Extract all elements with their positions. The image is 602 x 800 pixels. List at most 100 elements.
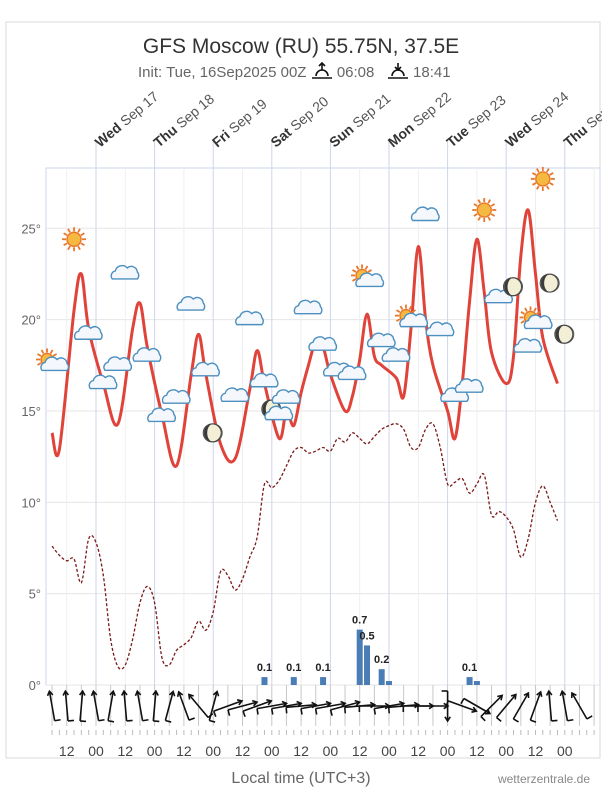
wind-arrow bbox=[208, 690, 220, 723]
sun-icon bbox=[530, 166, 555, 191]
wind-arrow bbox=[242, 699, 273, 718]
sunrise-time: 06:08 bbox=[336, 64, 375, 81]
x-tick-label: 12 bbox=[411, 743, 427, 759]
cloud-icon bbox=[132, 347, 162, 362]
x-tick-label: 00 bbox=[557, 743, 573, 759]
precip-label: 0.1 bbox=[462, 662, 477, 674]
cloud-icon bbox=[337, 365, 367, 381]
temperature-line bbox=[50, 208, 559, 468]
wind-arrow bbox=[107, 689, 116, 723]
precip-label: 0.5 bbox=[359, 630, 374, 642]
cloud-icon bbox=[513, 338, 543, 353]
precip-bar bbox=[378, 669, 385, 685]
x-tick-label: 12 bbox=[528, 743, 544, 759]
day-label: Sun Sep 21 bbox=[326, 90, 394, 150]
x-tick-label: 12 bbox=[293, 743, 309, 759]
wind-arrow bbox=[495, 693, 517, 722]
y-tick-label: 15° bbox=[21, 404, 41, 419]
sunset-time: 18:41 bbox=[413, 64, 451, 81]
precip-label: 0.1 bbox=[315, 662, 330, 674]
x-axis-title: Local time (UTC+3) bbox=[231, 770, 371, 787]
precip-bar bbox=[386, 681, 392, 685]
dewpoint-line bbox=[51, 422, 559, 670]
wind-arrow bbox=[314, 700, 347, 715]
cloud-icon bbox=[191, 361, 220, 377]
precip-bar bbox=[356, 629, 363, 685]
day-label: Mon Sep 22 bbox=[385, 88, 454, 150]
precip-bar bbox=[473, 681, 480, 685]
x-tick-label: 12 bbox=[352, 743, 368, 759]
sun-cloud-icon bbox=[519, 306, 553, 330]
sunset-icon bbox=[387, 63, 408, 79]
x-tick-label: 00 bbox=[205, 743, 221, 759]
precip-bar bbox=[290, 677, 297, 685]
x-tick-label: 00 bbox=[498, 743, 514, 759]
day-label: Fri Sep 19 bbox=[209, 95, 270, 150]
cloud-icon bbox=[103, 356, 133, 371]
cloud-icon bbox=[381, 347, 411, 362]
cloud-icon bbox=[271, 389, 301, 404]
credit-text: wetterzentrale.de bbox=[497, 772, 590, 786]
cloud-icon bbox=[176, 296, 206, 311]
sun-icon bbox=[472, 198, 497, 223]
cloud-icon bbox=[410, 206, 440, 222]
wind-arrow bbox=[78, 689, 87, 723]
x-tick-label: 00 bbox=[264, 743, 280, 759]
wind-arrow bbox=[329, 699, 361, 716]
moon-icon bbox=[202, 423, 223, 443]
cloud-icon bbox=[366, 332, 396, 348]
y-tick-label: 10° bbox=[21, 495, 41, 510]
wind-arrow bbox=[120, 689, 133, 722]
wind-arrow bbox=[441, 690, 451, 723]
y-tick-label: 5° bbox=[29, 587, 41, 602]
precip-bar bbox=[364, 645, 371, 685]
x-tick-label: 00 bbox=[323, 743, 339, 759]
sunrise-icon bbox=[311, 62, 332, 79]
chart-subtitle: Init: Tue, 16Sep2025 00Z 06:08 18:41 bbox=[138, 62, 451, 81]
plot-border bbox=[45, 167, 601, 686]
sun-cloud-icon bbox=[351, 264, 385, 288]
y-tick-label: 20° bbox=[21, 313, 41, 328]
day-label: Wed Sep 24 bbox=[502, 88, 572, 150]
wind-arrow bbox=[187, 693, 214, 719]
wind-arrow bbox=[152, 689, 160, 723]
y-tick-label: 0° bbox=[29, 678, 41, 693]
wind-arrow bbox=[213, 699, 244, 718]
day-label: Sat Sep 20 bbox=[267, 93, 331, 150]
chart-title: GFS Moscow (RU) 55.75N, 37.5E bbox=[142, 35, 460, 58]
wind-arrow bbox=[90, 689, 105, 722]
wind-arrow bbox=[164, 690, 176, 723]
moon-icon bbox=[554, 324, 575, 344]
x-tick-label: 00 bbox=[147, 743, 163, 759]
x-tick-label: 12 bbox=[118, 743, 134, 759]
cloud-icon bbox=[73, 325, 103, 340]
x-tick-label: 12 bbox=[235, 743, 251, 759]
cloud-icon bbox=[110, 264, 140, 280]
sun-icon bbox=[62, 227, 87, 252]
wind-arrow bbox=[176, 690, 195, 721]
wind-arrow bbox=[445, 700, 478, 713]
precip-bar bbox=[261, 677, 268, 685]
sun-cloud-icon bbox=[394, 304, 429, 328]
precip-bar bbox=[466, 677, 473, 685]
wind-arrow bbox=[227, 699, 259, 716]
wind-arrow bbox=[570, 691, 593, 720]
x-tick-label: 12 bbox=[469, 743, 485, 759]
wind-arrow bbox=[62, 689, 75, 722]
cloud-icon bbox=[235, 310, 264, 326]
cloud-icon bbox=[220, 387, 250, 403]
cloud-icon bbox=[425, 321, 455, 337]
precip-label: 0.7 bbox=[352, 615, 367, 627]
cloud-icon bbox=[249, 372, 279, 388]
x-tick-label: 12 bbox=[59, 743, 75, 759]
cloud-icon bbox=[88, 374, 118, 390]
y-tick-label: 25° bbox=[21, 221, 41, 236]
wind-arrow bbox=[512, 691, 530, 723]
precip-bar bbox=[320, 677, 327, 685]
moon-icon bbox=[539, 273, 560, 293]
cloud-icon bbox=[161, 389, 191, 404]
day-label: Wed Sep 17 bbox=[92, 88, 162, 150]
x-tick-label: 00 bbox=[440, 743, 456, 759]
